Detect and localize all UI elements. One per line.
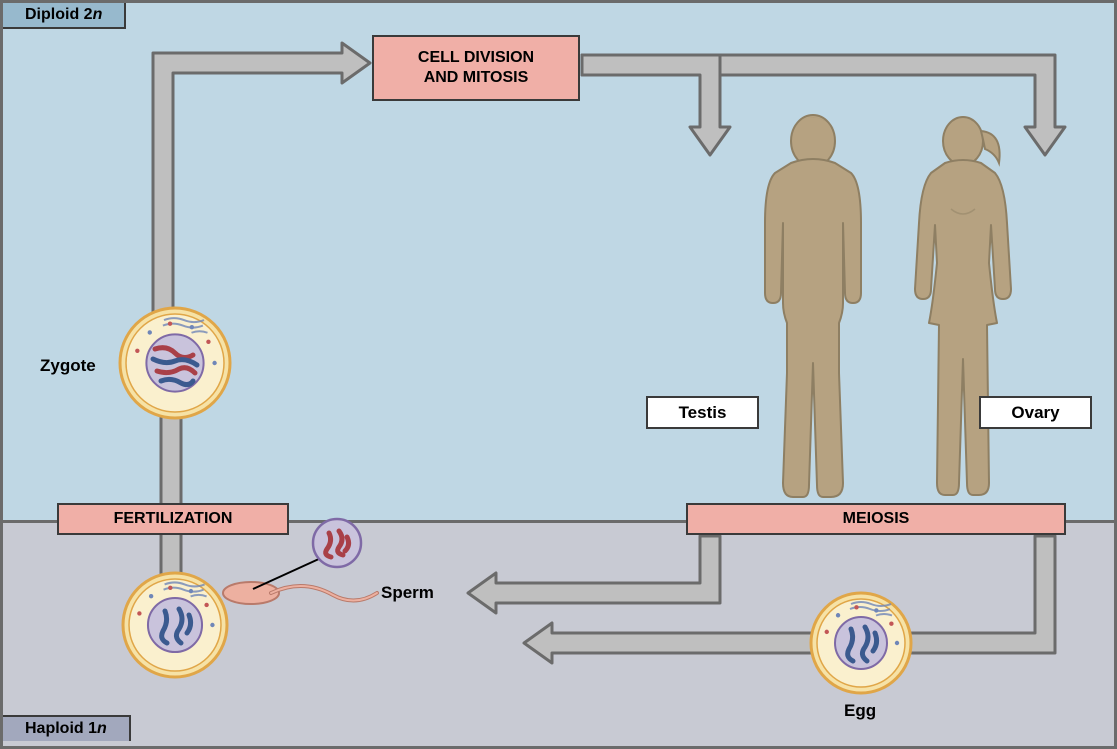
diploid-tag-text: Diploid 2 — [25, 6, 93, 23]
fertilization-box: FERTILIZATION — [57, 503, 289, 535]
fertilization-label: FERTILIZATION — [114, 509, 233, 529]
haploid-tag: Haploid 1n — [3, 715, 131, 741]
ovary-label: Ovary — [1011, 403, 1059, 423]
testis-label: Testis — [679, 403, 727, 423]
diagram-canvas: Diploid 2n Haploid 1n CELL DIVISIONAND M… — [0, 0, 1117, 749]
haploid-tag-n: n — [97, 720, 107, 737]
diploid-tag: Diploid 2n — [3, 3, 126, 29]
cell-division-mitosis-label: CELL DIVISIONAND MITOSIS — [418, 48, 534, 88]
cell-division-mitosis-box: CELL DIVISIONAND MITOSIS — [372, 35, 580, 101]
meiosis-label: MEIOSIS — [843, 509, 910, 529]
egg-label: Egg — [844, 701, 876, 721]
sperm-label: Sperm — [381, 583, 434, 603]
haploid-tag-text: Haploid 1 — [25, 720, 97, 737]
meiosis-box: MEIOSIS — [686, 503, 1066, 535]
testis-label-box: Testis — [646, 396, 759, 429]
zygote-label: Zygote — [40, 356, 96, 376]
haploid-region — [3, 523, 1114, 749]
ovary-label-box: Ovary — [979, 396, 1092, 429]
diploid-tag-n: n — [93, 6, 103, 23]
